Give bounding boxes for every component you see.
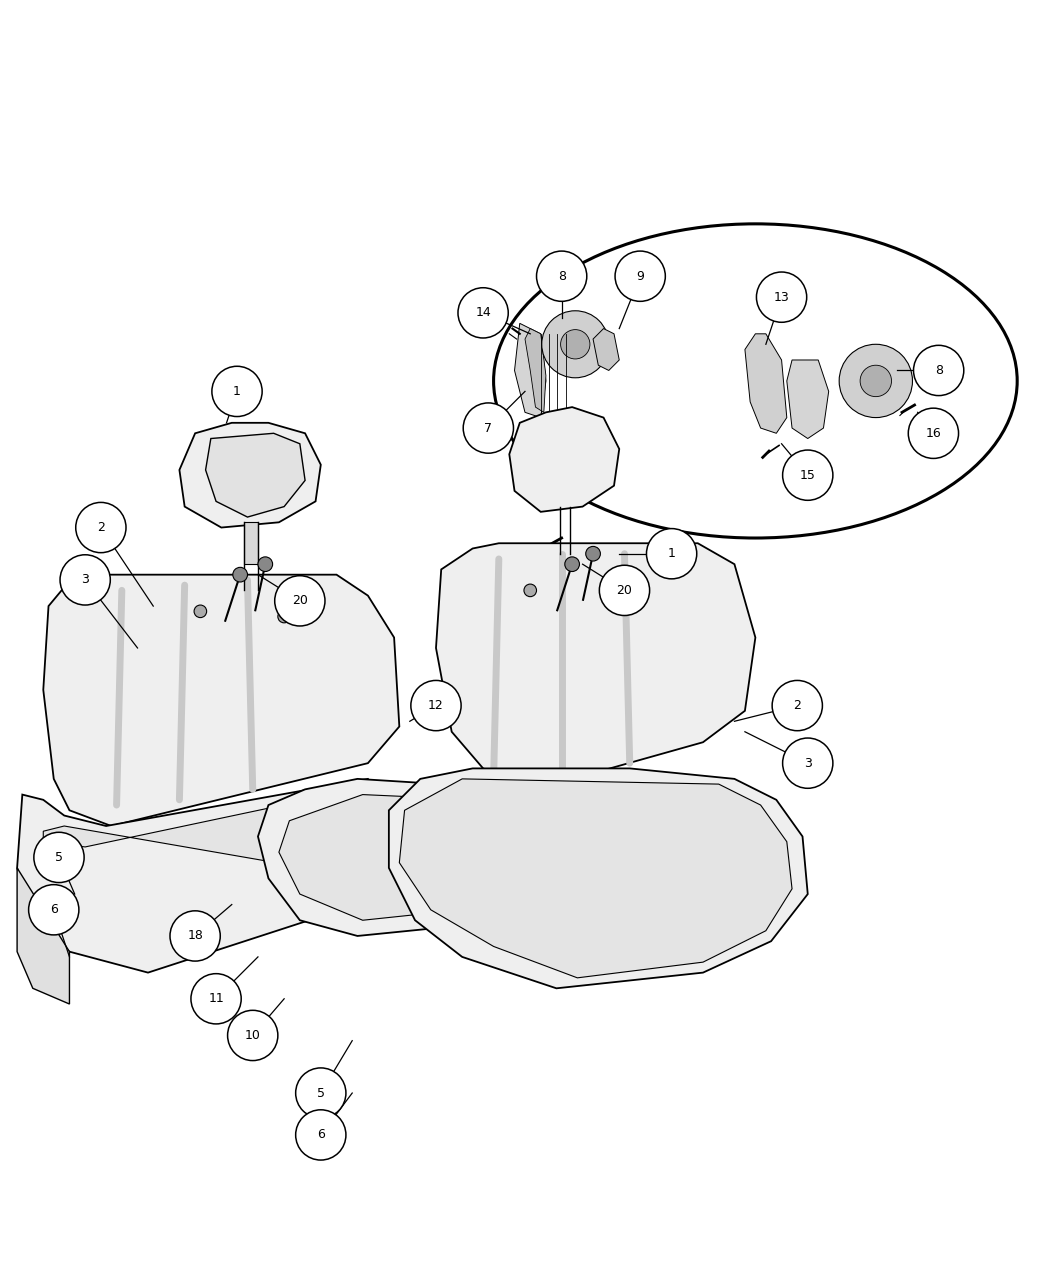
Circle shape [772,681,822,731]
Circle shape [561,330,590,360]
Polygon shape [525,329,546,412]
Polygon shape [180,423,321,528]
Polygon shape [258,779,541,936]
Circle shape [275,576,326,626]
Text: 6: 6 [317,1128,324,1141]
Polygon shape [43,575,399,826]
Text: 6: 6 [49,903,58,917]
Circle shape [537,251,587,301]
Text: 20: 20 [616,584,632,597]
Text: 7: 7 [484,422,492,435]
Polygon shape [43,789,373,873]
Text: 12: 12 [428,699,444,711]
Text: 8: 8 [558,270,566,283]
Text: 18: 18 [187,929,203,942]
Text: 2: 2 [794,699,801,711]
Circle shape [170,910,220,961]
Circle shape [458,288,508,338]
Circle shape [228,1010,278,1061]
Polygon shape [245,523,258,565]
Circle shape [463,403,513,453]
Circle shape [191,974,242,1024]
Text: 16: 16 [925,427,941,440]
Polygon shape [436,543,755,789]
Circle shape [839,344,912,418]
Text: 8: 8 [934,363,943,377]
Circle shape [615,251,666,301]
Circle shape [296,1068,345,1118]
Text: 11: 11 [208,992,224,1005]
Circle shape [908,408,959,459]
Text: 10: 10 [245,1029,260,1042]
Text: 14: 14 [476,306,491,319]
Circle shape [258,557,273,571]
Text: 1: 1 [233,385,240,398]
Text: 3: 3 [804,756,812,770]
Circle shape [212,366,262,417]
Circle shape [756,272,806,323]
Circle shape [296,1109,345,1160]
Polygon shape [509,407,620,511]
Polygon shape [744,334,786,434]
Ellipse shape [494,224,1017,538]
Circle shape [565,557,580,571]
Polygon shape [514,324,546,418]
Text: 5: 5 [317,1086,324,1099]
Text: 3: 3 [81,574,89,586]
Circle shape [860,365,891,397]
Circle shape [278,611,291,623]
Polygon shape [593,329,620,371]
Polygon shape [17,868,69,1003]
Polygon shape [206,434,306,518]
Text: 2: 2 [97,521,105,534]
Circle shape [542,311,609,377]
Circle shape [586,547,601,561]
Circle shape [524,584,537,597]
Polygon shape [17,779,394,973]
Circle shape [782,738,833,788]
Circle shape [28,885,79,935]
Circle shape [60,555,110,606]
Circle shape [194,606,207,617]
Circle shape [76,502,126,552]
Text: 1: 1 [668,547,675,560]
Polygon shape [279,794,530,921]
Text: 5: 5 [55,850,63,864]
Circle shape [782,450,833,500]
Circle shape [600,565,650,616]
Circle shape [647,529,697,579]
Polygon shape [399,779,792,978]
Text: 20: 20 [292,594,308,607]
Polygon shape [786,360,828,439]
Circle shape [608,584,621,597]
Polygon shape [388,769,807,988]
Circle shape [411,681,461,731]
Text: 15: 15 [800,469,816,482]
Circle shape [233,567,248,581]
Text: 13: 13 [774,291,790,303]
Circle shape [34,833,84,882]
Circle shape [914,346,964,395]
Text: 9: 9 [636,270,644,283]
